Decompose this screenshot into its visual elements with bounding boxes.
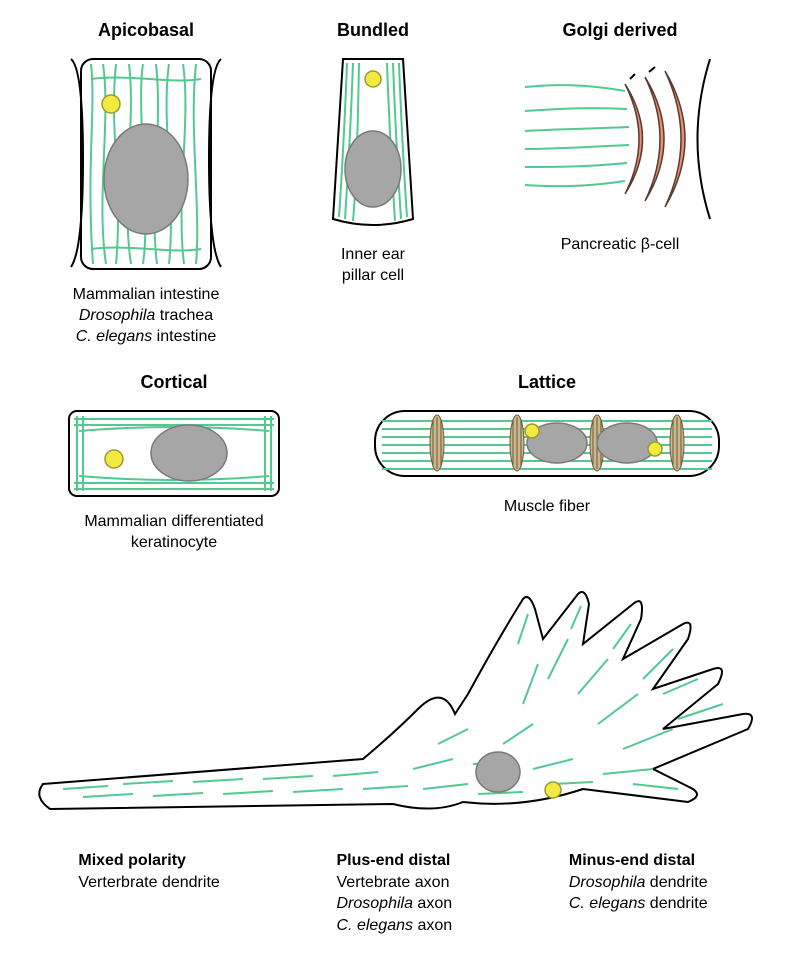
panel-golgi: Golgi derived Pancreatic β-cell	[515, 20, 725, 256]
caption-line: Mammalian intestine	[73, 285, 220, 306]
row-top: Apicobasal Mammalian int	[20, 20, 766, 347]
neuron-labels: Mixed polarity Verterbrate dendrite Plus…	[20, 850, 766, 936]
title-golgi: Golgi derived	[562, 20, 677, 41]
title-bundled: Bundled	[337, 20, 409, 41]
panel-apicobasal: Apicobasal Mammalian int	[61, 20, 231, 347]
neuron-diagram	[23, 584, 763, 844]
apicobasal-diagram	[61, 49, 231, 279]
title-cortical: Cortical	[140, 372, 207, 393]
label-line: Drosophila axon	[337, 893, 453, 915]
panel-neuron: Mixed polarity Verterbrate dendrite Plus…	[20, 584, 766, 936]
label-line: C. elegans dendrite	[569, 893, 708, 915]
caption-line: C. elegans intestine	[73, 327, 220, 348]
caption-bundled: Inner ear pillar cell	[341, 245, 405, 287]
cortical-diagram	[59, 401, 289, 506]
panel-cortical: Cortical Mammalian differentiated kerati…	[59, 372, 289, 554]
panel-bundled: Bundled Inner ear pillar cell	[313, 20, 433, 287]
caption-lattice: Muscle fiber	[504, 497, 590, 518]
label-title: Plus-end distal	[337, 850, 453, 872]
caption-line: pillar cell	[341, 266, 405, 287]
lattice-diagram	[367, 401, 727, 491]
caption-line: Mammalian differentiated	[84, 512, 263, 533]
row-middle: Cortical Mammalian differentiated kerati…	[20, 372, 766, 554]
caption-cortical: Mammalian differentiated keratinocyte	[84, 512, 263, 554]
caption-line: Inner ear	[341, 245, 405, 266]
label-mixed: Mixed polarity Verterbrate dendrite	[78, 850, 219, 936]
label-title: Minus-end distal	[569, 850, 708, 872]
label-line: Vertebrate axon	[337, 872, 453, 894]
title-apicobasal: Apicobasal	[98, 20, 194, 41]
label-title: Mixed polarity	[78, 850, 219, 872]
caption-golgi: Pancreatic β-cell	[561, 235, 680, 256]
label-line: Verterbrate dendrite	[78, 872, 219, 894]
label-line: Drosophila dendrite	[569, 872, 708, 894]
label-plus: Plus-end distal Vertebrate axon Drosophi…	[337, 850, 453, 936]
caption-line: keratinocyte	[84, 533, 263, 554]
title-lattice: Lattice	[518, 372, 576, 393]
panel-lattice: Lattice	[367, 372, 727, 518]
label-line: C. elegans axon	[337, 915, 453, 937]
bundled-diagram	[313, 49, 433, 239]
caption-apicobasal: Mammalian intestine Drosophila trachea C…	[73, 285, 220, 347]
golgi-diagram	[515, 49, 725, 229]
label-minus: Minus-end distal Drosophila dendrite C. …	[569, 850, 708, 936]
caption-line: Drosophila trachea	[73, 306, 220, 327]
